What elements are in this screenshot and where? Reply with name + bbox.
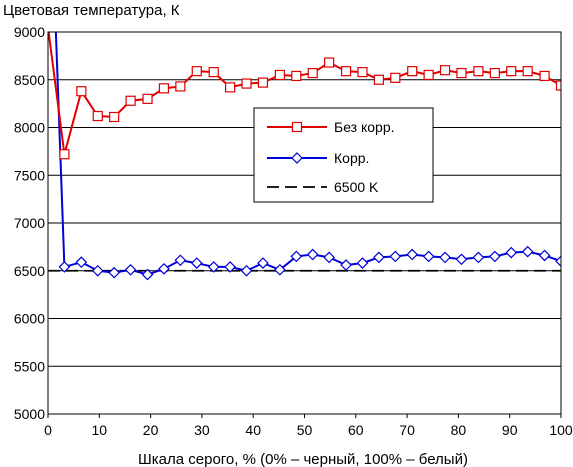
data-point — [158, 83, 170, 94]
data-point — [538, 249, 551, 262]
data-point — [407, 66, 418, 77]
data-point — [207, 261, 220, 273]
data-point — [488, 250, 501, 263]
data-point — [240, 264, 253, 277]
data-point — [456, 67, 467, 79]
y-tick-label: 7500 — [14, 167, 45, 183]
data-point — [522, 66, 533, 77]
y-tick-label: 8500 — [14, 72, 45, 88]
x-tick-label: 30 — [194, 422, 210, 438]
x-tick-label: 50 — [297, 422, 313, 438]
data-point — [373, 74, 384, 85]
legend-marker-1 — [291, 152, 303, 164]
data-point — [208, 67, 219, 78]
legend: Без корр. Корр. 6500 K — [253, 107, 434, 203]
data-point — [124, 263, 137, 276]
x-tick-label: 40 — [245, 422, 261, 438]
series-1 — [54, 32, 561, 281]
y-tick-label: 9000 — [14, 24, 45, 40]
data-point — [92, 110, 103, 122]
data-point — [59, 149, 70, 160]
data-point — [506, 66, 517, 77]
data-point — [390, 72, 401, 83]
data-point — [455, 253, 468, 266]
x-axis-title: Шкала серого, % (0% – черный, 100% – бел… — [138, 451, 468, 467]
data-point — [91, 264, 104, 277]
data-point — [505, 246, 518, 259]
legend-label-1: Корр. — [334, 150, 369, 166]
data-point — [555, 80, 561, 91]
x-tick-label: 10 — [92, 422, 108, 438]
data-point — [472, 251, 485, 264]
series-0 — [48, 32, 561, 160]
data-point — [340, 259, 352, 271]
series — [48, 32, 561, 281]
data-point — [190, 257, 203, 269]
legend-box — [253, 107, 434, 203]
data-point — [109, 111, 120, 123]
x-tick-label: 90 — [502, 422, 518, 438]
data-point — [422, 250, 435, 263]
data-point — [175, 81, 186, 92]
data-point — [125, 95, 136, 106]
data-point — [241, 78, 252, 89]
x-tick-label: 0 — [44, 422, 52, 438]
data-point — [191, 66, 202, 77]
legend-label-2: 6500 K — [334, 179, 379, 195]
data-point — [174, 254, 187, 267]
y-tick-label: 8000 — [14, 120, 45, 136]
data-point — [58, 261, 71, 273]
x-tick-label: 20 — [143, 422, 159, 438]
legend-items: Без корр. Корр. 6500 K — [267, 119, 395, 195]
y-tick-label: 6000 — [14, 311, 45, 327]
legend-label-0: Без корр. — [334, 119, 395, 135]
data-point — [290, 250, 303, 263]
data-point — [439, 65, 451, 76]
data-point — [521, 245, 534, 258]
data-point — [439, 251, 451, 264]
plot-frame — [47, 31, 562, 415]
data-point — [108, 266, 121, 279]
data-point — [291, 70, 302, 82]
data-point — [306, 248, 319, 261]
data-point — [423, 69, 434, 81]
data-point — [158, 262, 170, 275]
data-point — [75, 256, 88, 269]
y-tick-label: 6500 — [14, 263, 45, 279]
x-tick-label: 100 — [549, 422, 573, 438]
legend-marker-0 — [291, 121, 303, 133]
data-point — [142, 93, 153, 104]
x-tick-label: 80 — [451, 422, 467, 438]
data-point — [224, 261, 236, 273]
data-point — [373, 251, 385, 264]
data-point — [539, 70, 550, 82]
data-point — [323, 251, 335, 264]
data-point — [274, 263, 286, 276]
data-point — [257, 77, 269, 88]
x-tick-label: 60 — [348, 422, 364, 438]
y-tick-label: 5500 — [14, 358, 45, 374]
y-tick-label: 7000 — [14, 215, 45, 231]
data-point — [76, 86, 87, 97]
data-point — [274, 69, 285, 81]
data-point — [257, 257, 269, 269]
data-point — [357, 67, 368, 78]
data-point — [141, 268, 154, 281]
data-point — [340, 66, 352, 77]
data-point — [225, 82, 236, 93]
data-point — [555, 255, 561, 268]
data-point — [406, 248, 419, 261]
data-point — [489, 67, 500, 79]
y-tick-label: 5000 — [14, 406, 45, 422]
x-tick-label: 70 — [399, 422, 415, 438]
data-point — [307, 67, 318, 79]
ticks: 5000 5500 6000 6500 7000 7500 8000 8500 9000 0 10 2… — [14, 24, 573, 438]
data-point — [473, 66, 484, 77]
data-point — [389, 250, 402, 263]
data-point — [324, 57, 335, 68]
data-point — [356, 257, 369, 269]
y-axis-title: Цветовая температура, К — [3, 2, 180, 19]
